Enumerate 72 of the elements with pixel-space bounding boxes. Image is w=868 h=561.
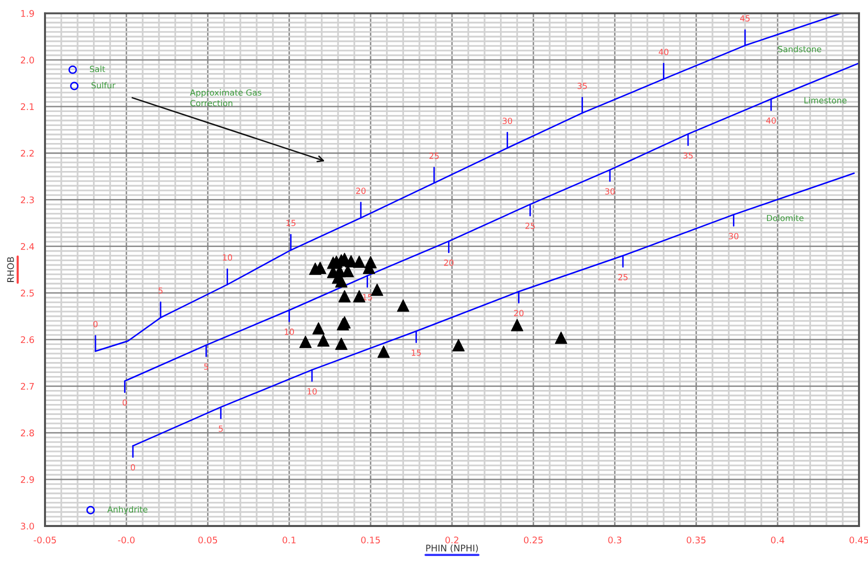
y-tick-label: 2.7 [20, 382, 34, 390]
annotation: 25 [618, 274, 628, 280]
annotation: 40 [658, 48, 668, 56]
annotation: 15 [412, 350, 421, 356]
x-tick-label: 0.2 [445, 536, 458, 544]
y-tick-label: 2.4 [20, 243, 34, 250]
series-label: Sulfur [92, 82, 116, 88]
point [312, 322, 325, 335]
y-tick-label: 2.5 [20, 290, 34, 297]
y-tick-label: 2.0 [20, 56, 34, 64]
point [353, 256, 366, 268]
point [554, 332, 568, 344]
x-tick-label: 0.35 [686, 536, 706, 544]
point [335, 338, 348, 350]
annotation: 35 [683, 152, 693, 159]
x-tick-label: -0.05 [34, 536, 56, 544]
y-tick-label: 2.2 [20, 150, 34, 157]
annotation: 30 [502, 118, 512, 124]
annotation: 10 [284, 328, 294, 335]
annotation: Approximate Gas Correction [190, 89, 262, 106]
x-tick-label: 0.4 [771, 536, 784, 544]
annotation: 0 [122, 399, 127, 406]
point [452, 338, 465, 352]
point [68, 65, 77, 74]
annotation: 45 [740, 15, 750, 22]
y-tick-label: 3.0 [20, 522, 34, 530]
annotation: 10 [308, 388, 317, 394]
x-tick-label: 0.45 [850, 536, 868, 544]
x-tick-label: 0.05 [198, 536, 218, 544]
series-label: Salt [90, 66, 106, 72]
point [377, 346, 390, 358]
series-label: Sandstone [778, 46, 822, 52]
y-axis-title: RHOB [7, 257, 14, 282]
x-tick-label: 0.1 [282, 536, 296, 544]
point [299, 336, 312, 348]
y-tick-label: 2.6 [20, 336, 34, 344]
point [370, 284, 384, 296]
annotation: 20 [356, 188, 366, 194]
x-tick-label: -0.0 [118, 536, 135, 544]
y-tick-label: 2.8 [20, 430, 34, 436]
annotation: 0 [130, 464, 136, 470]
y-tick-label: 2.3 [20, 196, 34, 204]
annotation: 25 [525, 222, 535, 230]
series-label: Limestone [804, 97, 847, 104]
x-tick-label: 0.25 [524, 536, 543, 544]
point [70, 82, 79, 90]
annotation: 25 [429, 152, 439, 159]
annotation: 30 [605, 188, 615, 195]
annotation: 15 [286, 220, 296, 226]
y-tick-label: 2.9 [20, 476, 34, 483]
x-tick-label: 0.15 [361, 536, 380, 544]
point [397, 299, 410, 312]
series-label: Dolomite [767, 214, 804, 222]
annotation: 10 [222, 254, 232, 261]
annotation: 0 [93, 320, 98, 328]
point [338, 290, 351, 302]
point [317, 334, 330, 347]
y-tick-label: 1.9 [21, 10, 34, 17]
annotation: 20 [444, 260, 454, 266]
annotation: 5 [158, 287, 163, 294]
x-tick-label: 0.3 [608, 536, 622, 544]
y-tick-label: 2.1 [20, 103, 34, 110]
x-axis-title: PHIN (NPHI) [426, 544, 478, 553]
annotation: 30 [728, 232, 738, 240]
annotation: 5 [218, 426, 223, 432]
annotation: 20 [514, 310, 524, 316]
annotation: 40 [766, 117, 776, 124]
point [86, 506, 95, 514]
annotation: 5 [204, 364, 208, 370]
series-label: Anhydrite [107, 506, 148, 514]
point [510, 318, 524, 332]
annotation: 35 [578, 82, 587, 90]
